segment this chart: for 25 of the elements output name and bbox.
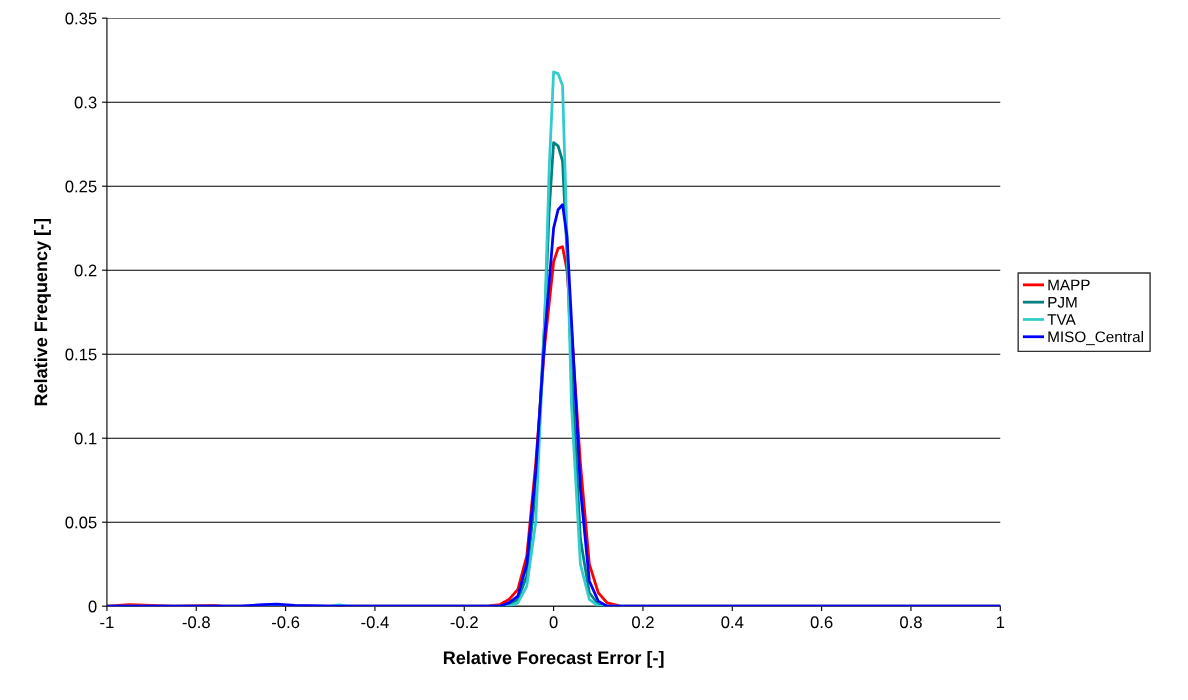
y-tick-label: 0.05 [65, 516, 97, 529]
legend-label: PJM [1048, 296, 1077, 308]
y-tick-label: 0.2 [74, 264, 97, 277]
x-tick-label: 0 [549, 616, 558, 629]
legend-label: MAPP [1048, 279, 1090, 291]
x-axis-title: Relative Forecast Error [-] [443, 650, 664, 668]
x-tick-label: 0.6 [810, 616, 833, 629]
x-tick-label: -1 [100, 616, 114, 628]
y-tick-label: 0.15 [65, 348, 97, 361]
y-tick-label: 0.25 [65, 180, 97, 193]
x-tick-label: 1 [996, 616, 1005, 628]
y-tick-label: 0.1 [74, 432, 97, 445]
x-tick-label: 0.4 [721, 616, 744, 629]
legend-label: TVA [1047, 314, 1076, 325]
y-tick-label: 0.35 [65, 12, 97, 25]
x-tick-label: -0.8 [182, 616, 210, 629]
x-tick-label: -0.4 [361, 616, 389, 629]
x-tick-label: -0.2 [450, 616, 478, 629]
x-tick-label: -0.6 [271, 616, 300, 629]
y-axis-title: Relative Frequency [-] [34, 218, 51, 406]
x-tick-label: 0.2 [632, 616, 654, 629]
legend-label: MISO_Central [1048, 331, 1143, 346]
x-tick-label: 0.8 [900, 616, 922, 629]
y-tick-label: 0.3 [74, 96, 97, 109]
y-tick-label: 0 [88, 600, 97, 613]
